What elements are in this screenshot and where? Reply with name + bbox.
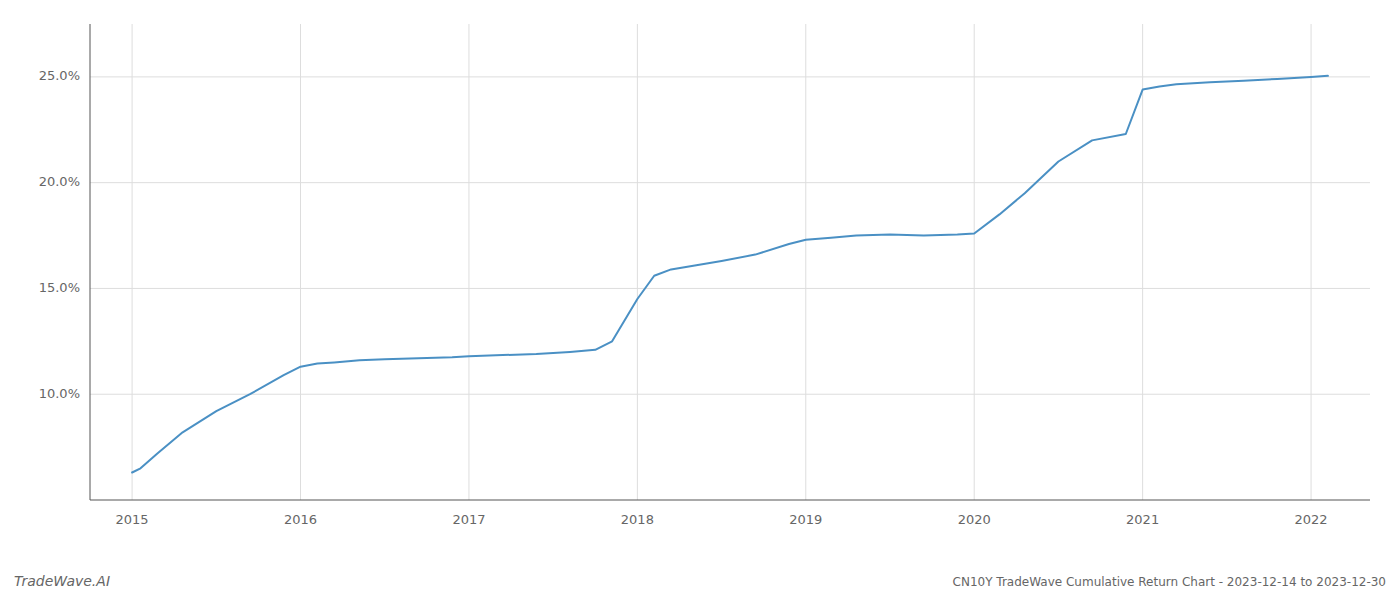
y-tick-label: 25.0% <box>39 68 80 83</box>
watermark: TradeWave.AI <box>14 573 110 589</box>
x-tick-label: 2015 <box>116 512 149 527</box>
x-tick-label: 2016 <box>284 512 317 527</box>
x-grid-line <box>1142 24 1143 500</box>
x-tick-label: 2022 <box>1295 512 1328 527</box>
x-tick-label: 2017 <box>452 512 485 527</box>
x-tick-label: 2020 <box>958 512 991 527</box>
x-tick-label: 2018 <box>621 512 654 527</box>
y-axis-line <box>90 24 91 500</box>
y-tick-label: 10.0% <box>39 386 80 401</box>
x-grid-line <box>468 24 469 500</box>
grid <box>90 24 1370 500</box>
y-tick-label: 15.0% <box>39 280 80 295</box>
x-grid-line <box>132 24 133 500</box>
x-grid-line <box>1311 24 1312 500</box>
line <box>132 76 1328 473</box>
x-grid-line <box>974 24 975 500</box>
x-grid-line <box>805 24 806 500</box>
y-grid-line <box>90 182 1370 183</box>
y-grid-line <box>90 288 1370 289</box>
title: CN10Y TradeWave Cumulative Return Chart … <box>953 575 1386 589</box>
x-axis-line <box>90 500 1370 501</box>
x-grid-line <box>637 24 638 500</box>
y-tick-label: 20.0% <box>39 174 80 189</box>
x-tick-label: 2019 <box>789 512 822 527</box>
x-tick-label: 2021 <box>1126 512 1159 527</box>
chart: 10.0% 15.0% 20.0% 25.0% 2015 2016 2017 2018 2019… <box>0 0 1400 600</box>
tick-labels: 10.0% 15.0% 20.0% 25.0% 2015 2016 2017 2018 2019… <box>39 68 1328 527</box>
y-grid-line <box>90 394 1370 395</box>
x-grid-line <box>300 24 301 500</box>
y-grid-line <box>90 76 1370 77</box>
plot-area <box>132 76 1328 473</box>
